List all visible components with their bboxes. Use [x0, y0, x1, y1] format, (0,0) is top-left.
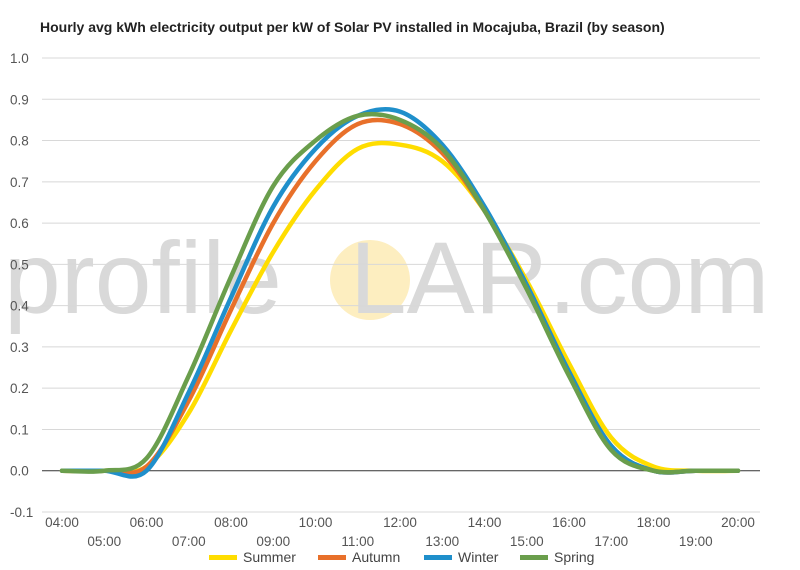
y-tick-label: 1.0 [10, 51, 29, 66]
x-tick-label: 13:00 [425, 534, 459, 549]
x-tick-label: 15:00 [510, 534, 544, 549]
x-tick-label: 06:00 [130, 515, 164, 530]
x-tick-label: 16:00 [552, 515, 586, 530]
legend-label: Autumn [352, 549, 401, 565]
x-tick-label: 04:00 [45, 515, 79, 530]
watermark: profileSLAR.com [4, 221, 769, 335]
y-tick-label: 0.7 [10, 175, 29, 190]
x-tick-label: 19:00 [679, 534, 713, 549]
y-tick-label: 0.2 [10, 381, 29, 396]
y-tick-label: 0.4 [10, 299, 29, 314]
y-tick-label: 0.8 [10, 134, 29, 149]
watermark-part-3: LAR.com [350, 221, 769, 335]
gridlines [42, 57, 760, 513]
legend-swatch [209, 554, 237, 560]
watermark-text: profileSLAR.com [4, 221, 769, 335]
legend-label: Summer [243, 549, 296, 565]
x-tick-label: 11:00 [341, 534, 374, 549]
y-tick-label: 0.5 [10, 257, 29, 272]
legend-item-winter: Winter [424, 549, 498, 565]
x-tick-label: 10:00 [299, 515, 333, 530]
legend: Summer Autumn Winter Spring [0, 549, 800, 569]
y-tick-label: 0.0 [10, 464, 29, 479]
x-tick-label: 20:00 [721, 515, 755, 530]
y-axis-labels: 1.0 0.9 0.8 0.7 0.6 0.5 0.4 0.3 0.2 0.1 0.0 -0.1 [10, 51, 33, 520]
series-line-winter [59, 106, 741, 479]
legend-swatch [424, 554, 452, 560]
watermark-part-1: profile [4, 221, 282, 335]
legend-item-summer: Summer [209, 549, 296, 565]
watermark-sun [330, 240, 410, 320]
x-tick-label: 17:00 [594, 534, 628, 549]
x-tick-label: 09:00 [256, 534, 290, 549]
watermark-part-2: S [282, 221, 350, 335]
y-tick-label: 0.9 [10, 92, 29, 107]
legend-label: Winter [458, 549, 499, 565]
x-tick-label: 07:00 [172, 534, 206, 549]
y-tick-label: 0.6 [10, 216, 29, 231]
x-tick-label: 12:00 [383, 515, 417, 530]
legend-item-spring: Spring [520, 549, 594, 565]
y-tick-label: 0.3 [10, 340, 29, 355]
x-axis-labels: 04:00 06:00 08:00 10:00 12:00 14:00 16:00 18:00… [45, 515, 755, 549]
chart-title: Hourly avg kWh electricity output per kW… [40, 19, 665, 35]
x-tick-label: 08:00 [214, 515, 248, 530]
x-tick-label: 18:00 [637, 515, 671, 530]
legend-item-autumn: Autumn [318, 549, 400, 565]
series-line-summer [59, 140, 741, 475]
y-tick-label: 0.1 [10, 422, 29, 437]
legend-swatch [318, 554, 346, 560]
x-tick-label: 05:00 [87, 534, 121, 549]
x-tick-label: 14:00 [468, 515, 502, 530]
y-tick-label: -0.1 [10, 505, 33, 520]
series-line-spring [59, 111, 741, 475]
legend-swatch [520, 554, 548, 560]
legend-label: Spring [554, 549, 595, 565]
series-lines [59, 106, 741, 479]
